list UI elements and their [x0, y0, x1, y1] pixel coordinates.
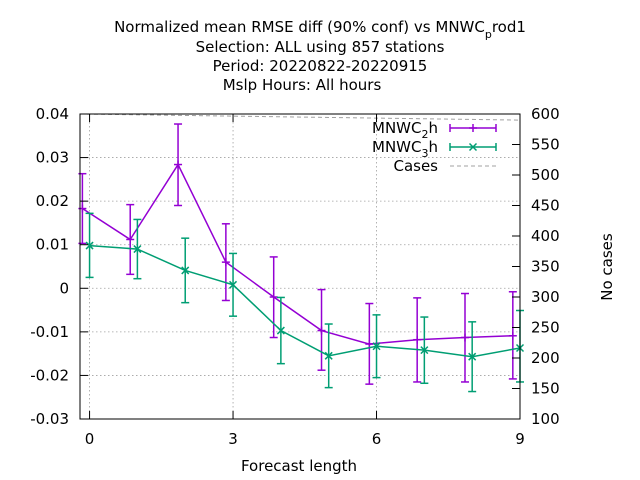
y-tick-label: 0.02 [36, 192, 69, 210]
y2-tick-label: 450 [531, 197, 560, 215]
legend-entry-mnwc-3h: MNWC3h [372, 138, 497, 160]
y2-tick-label: 550 [531, 136, 560, 154]
plot-frame [79, 113, 521, 420]
x-axis-label: Forecast length [241, 457, 357, 475]
chart-title-line-1: Normalized mean RMSE diff (90% conf) vs … [114, 18, 526, 41]
data-point [133, 245, 142, 254]
legend-entry-cases: Cases [393, 157, 496, 175]
legend-label-subscript: 2 [421, 128, 428, 141]
data-point [420, 346, 429, 355]
chart-title: Normalized mean RMSE diff (90% conf) vs … [114, 18, 526, 94]
series-line [81, 163, 513, 345]
y-tick-label: 0.01 [36, 236, 69, 254]
legend-label-main: MNWC [372, 119, 421, 137]
x-tick-label: 0 [85, 430, 95, 448]
series-layer [78, 113, 525, 393]
legend-label-main: MNWC [372, 138, 421, 156]
data-point [372, 342, 381, 351]
axis-ticks: -0.03 -0.02 -0.01 0 0.01 0.02 0.03 0.04 0 3 6 9 100 1… [30, 105, 559, 448]
legend-label-main: Cases [393, 157, 438, 175]
data-point [276, 326, 285, 335]
y2-tick-label: 200 [531, 349, 560, 367]
x-tick-label: 3 [228, 430, 238, 448]
series-cases [79, 113, 521, 121]
y-tick-label: -0.01 [30, 323, 69, 341]
series-mnwc-3h [85, 212, 525, 393]
y2-tick-label: 400 [531, 227, 560, 245]
chart-title-line-4: Mslp Hours: All hours [223, 76, 382, 94]
y-tick-label: -0.02 [30, 366, 69, 384]
data-point [229, 280, 238, 289]
title-suffix: rod1 [492, 18, 526, 36]
legend-label: Cases [393, 157, 438, 175]
y2-tick-label: 300 [531, 288, 560, 306]
y2-tick-label: 500 [531, 166, 560, 184]
x-tick-label: 9 [515, 430, 525, 448]
data-point [468, 352, 477, 361]
y-tick-label: 0 [59, 279, 69, 297]
legend-label: MNWC2h [372, 119, 438, 141]
y2-tick-label: 150 [531, 380, 560, 398]
y2-tick-label: 250 [531, 319, 560, 337]
cases-line [79, 113, 521, 121]
y-tick-label: 0.03 [36, 149, 69, 167]
title-subscript: p [485, 28, 492, 41]
y-tick-label: 0.04 [36, 105, 69, 123]
chart-title-line-3: Period: 20220822-20220915 [213, 57, 428, 75]
data-point [324, 351, 333, 360]
y2-axis-label: No cases [598, 233, 616, 301]
chart-title-line-2: Selection: ALL using 857 stations [196, 38, 445, 56]
legend-label-suffix: h [428, 119, 438, 137]
x-tick-label: 6 [372, 430, 382, 448]
y-tick-label: -0.03 [30, 410, 69, 428]
legend-entry-mnwc-2h: MNWC2h [372, 119, 497, 141]
data-point [181, 266, 190, 275]
legend-label: MNWC3h [372, 138, 438, 160]
legend-marker [468, 142, 478, 152]
data-point [85, 241, 94, 250]
series-mnwc-2h [78, 123, 517, 385]
legend-label-subscript: 3 [421, 147, 428, 160]
y2-tick-label: 100 [531, 410, 560, 428]
legend-label-suffix: h [428, 138, 438, 156]
grid [80, 114, 520, 419]
y2-tick-label: 600 [531, 105, 560, 123]
title-main-text: Normalized mean RMSE diff (90% conf) vs … [114, 18, 485, 36]
series-line [89, 244, 521, 358]
y2-tick-label: 350 [531, 258, 560, 276]
